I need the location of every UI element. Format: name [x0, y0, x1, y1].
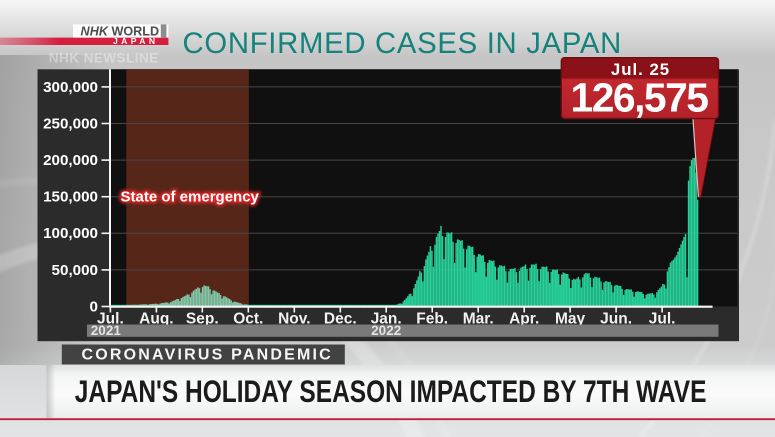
svg-text:State of emergency: State of emergency — [121, 188, 260, 205]
svg-text:CONFIRMED CASES IN JAPAN: CONFIRMED CASES IN JAPAN — [183, 27, 623, 60]
svg-text:May: May — [555, 311, 586, 328]
svg-text:Aug.: Aug. — [139, 311, 173, 328]
svg-text:126,575: 126,575 — [571, 75, 709, 121]
svg-text:Jun.: Jun. — [600, 311, 632, 328]
svg-text:CORONAVIRUS PANDEMIC: CORONAVIRUS PANDEMIC — [82, 347, 333, 364]
svg-text:2022: 2022 — [371, 323, 401, 338]
svg-text:Nov.: Nov. — [278, 311, 310, 328]
svg-text:State of emergency: State of emergency — [121, 188, 260, 205]
svg-text:JAPAN: JAPAN — [113, 36, 159, 46]
svg-text:50,000: 50,000 — [52, 262, 98, 279]
svg-text:Apr.: Apr. — [509, 311, 539, 328]
svg-text:NHK: NHK — [81, 24, 109, 38]
svg-text:Feb.: Feb. — [416, 311, 448, 328]
svg-text:NHK NEWSLINE: NHK NEWSLINE — [49, 51, 159, 66]
svg-text:Dec.: Dec. — [324, 311, 357, 328]
svg-text:250,000: 250,000 — [43, 115, 98, 132]
svg-text:Jan.: Jan. — [371, 311, 402, 328]
svg-text:0: 0 — [90, 298, 98, 315]
svg-text:Jul.: Jul. — [97, 311, 124, 328]
svg-text:100,000: 100,000 — [43, 225, 98, 242]
svg-text:150,000: 150,000 — [43, 189, 98, 206]
svg-text:Oct.: Oct. — [233, 311, 263, 328]
svg-text:JAPAN'S HOLIDAY SEASON IMPACTE: JAPAN'S HOLIDAY SEASON IMPACTED BY 7TH W… — [75, 374, 707, 410]
svg-text:300,000: 300,000 — [43, 79, 98, 96]
svg-text:2021: 2021 — [91, 323, 122, 338]
svg-text:Sep.: Sep. — [186, 311, 219, 328]
svg-text:200,000: 200,000 — [43, 152, 98, 169]
svg-text:Jul. 25: Jul. 25 — [611, 60, 670, 79]
svg-text:WORLD: WORLD — [112, 24, 160, 38]
svg-text:Jul.: Jul. — [649, 311, 676, 328]
svg-text:Mar.: Mar. — [463, 311, 494, 328]
